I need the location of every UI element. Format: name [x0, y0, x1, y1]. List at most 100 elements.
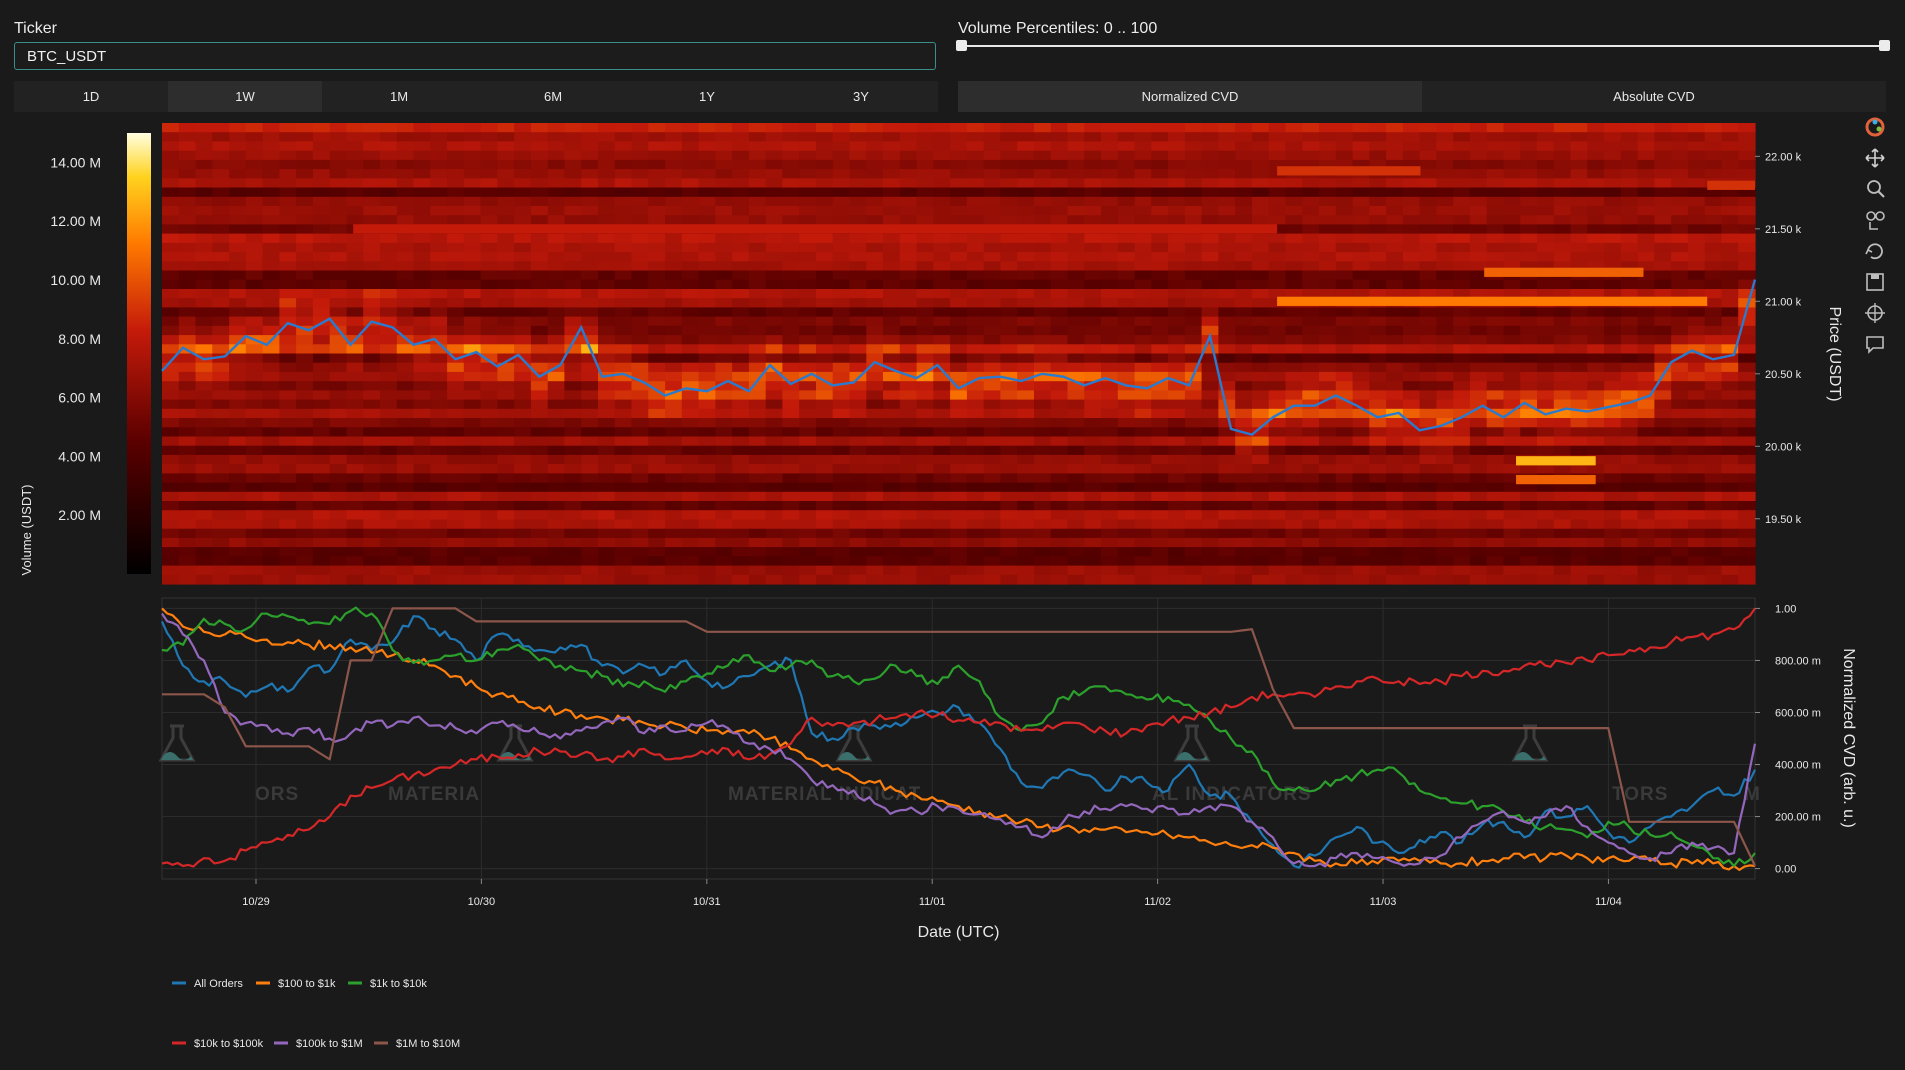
heatmap-cell — [614, 159, 633, 170]
heatmap-cell — [1067, 408, 1085, 419]
ticker-input[interactable] — [14, 42, 936, 70]
heatmap-cell — [329, 316, 348, 327]
zoom-select-icon[interactable] — [1862, 207, 1888, 233]
heatmap-cell — [832, 464, 851, 474]
range-button-1y[interactable]: 1Y — [699, 89, 715, 104]
slider-handle-max[interactable] — [1879, 40, 1890, 51]
heatmap-cell — [530, 206, 549, 216]
slider-handle-min[interactable] — [956, 40, 967, 51]
pan-icon[interactable] — [1862, 145, 1888, 171]
heatmap-cell — [950, 556, 968, 567]
heatmap-cell — [1101, 418, 1119, 428]
range-button-1m[interactable]: 1M — [389, 89, 409, 104]
heatmap-cell — [1319, 362, 1337, 373]
heatmap-cell — [715, 445, 733, 456]
heatmap-cell — [782, 150, 800, 161]
heatmap-cell — [849, 399, 867, 410]
heatmap-cell — [849, 454, 867, 465]
heatmap-cell — [614, 123, 633, 133]
heatmap-cell — [1654, 454, 1672, 465]
heatmap-cell — [665, 196, 683, 207]
heatmap-cell — [1738, 565, 1756, 576]
heatmap-cell — [1000, 482, 1018, 493]
heatmap-cell — [1117, 270, 1136, 281]
reset-axes-icon[interactable] — [1862, 238, 1888, 264]
comment-icon[interactable] — [1862, 331, 1888, 357]
heatmap-cell — [195, 371, 213, 382]
heatmap-cell — [547, 316, 566, 327]
heatmap-cell — [1520, 427, 1538, 438]
heatmap-cell — [966, 381, 985, 391]
heatmap-cell — [1553, 307, 1572, 318]
heatmap-cell — [564, 371, 582, 382]
heatmap-cell — [1117, 344, 1136, 355]
heatmap-cell — [832, 150, 851, 161]
save-icon[interactable] — [1862, 269, 1888, 295]
range-button-1d[interactable]: 1D — [82, 89, 100, 104]
heatmap-cell — [1084, 233, 1102, 244]
heatmap-cell — [1402, 159, 1421, 170]
heatmap-cell — [564, 362, 582, 373]
heatmap-cell — [816, 436, 834, 447]
heatmap-cell — [530, 519, 549, 530]
heatmap-cell — [162, 141, 180, 152]
heatmap-cell — [514, 418, 532, 428]
heatmap-cell — [312, 454, 331, 465]
heatmap-cell — [1034, 206, 1052, 216]
heatmap-cell — [1268, 464, 1287, 474]
heatmap-cell — [1251, 418, 1270, 428]
heatmap-cell — [430, 436, 448, 447]
heatmap-cell — [1034, 279, 1052, 290]
heatmap-cell — [1067, 169, 1085, 179]
heatmap-cell — [413, 307, 431, 318]
heatmap-cell — [396, 233, 415, 244]
heatmap-cell — [1285, 344, 1303, 355]
heatmap-cell — [229, 196, 247, 207]
heatmap-cell — [1251, 215, 1270, 225]
heatmap-cell — [1637, 132, 1655, 142]
absolute-cvd-button[interactable]: Absolute CVD — [1613, 89, 1695, 104]
heatmap-cell — [665, 270, 683, 281]
heatmap-cell — [413, 215, 431, 225]
range-button-6m[interactable]: 6M — [543, 89, 563, 104]
heatmap-cell — [732, 261, 750, 272]
heatmap-cell — [480, 141, 498, 152]
heatmap-cell — [1184, 353, 1203, 364]
heatmap-cell — [1352, 362, 1370, 373]
heatmap-cell — [765, 528, 784, 539]
heatmap-cell — [1369, 224, 1387, 235]
heatmap-cell — [698, 233, 716, 244]
heatmap-cell — [1235, 353, 1253, 364]
plotly-logo-icon[interactable] — [1862, 114, 1888, 140]
heatmap-cell — [1587, 224, 1605, 235]
heatmap-cell — [598, 528, 616, 539]
crosshair-icon[interactable] — [1862, 300, 1888, 326]
heatmap-cell — [296, 362, 314, 373]
heatmap-cell — [966, 206, 985, 216]
normalized-cvd-button[interactable]: Normalized CVD — [958, 81, 1422, 112]
zoom-icon[interactable] — [1862, 176, 1888, 202]
heatmap-cell — [1151, 445, 1169, 456]
heatmap-cell — [279, 473, 297, 484]
heatmap-cell — [1453, 390, 1471, 401]
heatmap-cell — [1034, 252, 1052, 262]
heatmap-cell — [1168, 270, 1186, 281]
heatmap-cell — [1654, 335, 1672, 345]
range-button-1w[interactable]: 1W — [168, 81, 322, 112]
heatmap-cell — [1738, 418, 1756, 428]
heatmap-cell — [212, 196, 230, 207]
heatmap-cell — [1235, 491, 1253, 502]
heatmap-cell — [363, 574, 381, 585]
range-button-3y[interactable]: 3Y — [853, 89, 869, 104]
heatmap-cell — [547, 325, 566, 336]
heatmap-cell — [1620, 196, 1639, 207]
volume-percentiles-slider[interactable] — [962, 45, 1886, 47]
heatmap-cell — [665, 491, 683, 502]
heatmap-cell — [866, 289, 884, 299]
heatmap-cell — [1386, 371, 1404, 382]
heatmap-cell — [514, 556, 532, 567]
heatmap-cell — [296, 215, 314, 225]
heatmap-cell — [1151, 178, 1169, 189]
heatmap-cell — [1721, 289, 1739, 299]
